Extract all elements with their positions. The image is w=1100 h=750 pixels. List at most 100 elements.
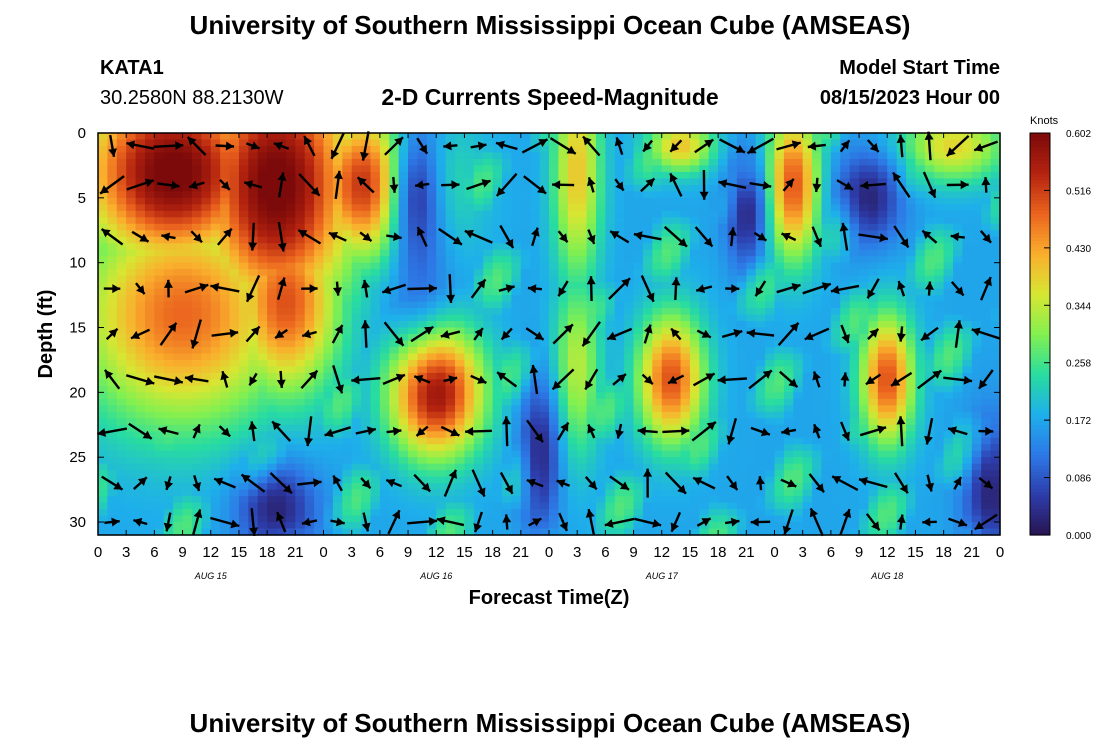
heatmap-cell: [295, 411, 306, 419]
heatmap-cell: [314, 184, 325, 192]
heatmap-cell: [436, 457, 447, 465]
heatmap-cell: [746, 509, 757, 517]
heatmap-cell: [746, 295, 757, 303]
heatmap-cell: [821, 528, 832, 536]
heatmap-cell: [671, 431, 682, 439]
heatmap-cell: [605, 463, 616, 471]
heatmap-cell: [614, 334, 625, 342]
heatmap-cell: [210, 321, 221, 329]
heatmap-cell: [314, 295, 325, 303]
heatmap-cell: [708, 243, 719, 251]
heatmap-cell: [558, 509, 569, 517]
heatmap-cell: [830, 314, 841, 322]
heatmap-cell: [558, 210, 569, 218]
heatmap-cell: [182, 476, 193, 484]
heatmap-cell: [520, 295, 531, 303]
heatmap-cell: [201, 165, 212, 173]
heatmap-cell: [577, 314, 588, 322]
heatmap-cell: [370, 288, 381, 296]
heatmap-cell: [455, 184, 466, 192]
heatmap-cell: [464, 158, 475, 167]
heatmap-cell: [323, 359, 334, 368]
heatmap-cell: [699, 528, 710, 536]
heatmap-cell: [154, 418, 165, 426]
heatmap-cell: [549, 522, 559, 530]
heatmap-cell: [718, 515, 729, 523]
heatmap-cell: [238, 502, 249, 510]
heatmap-cell: [173, 262, 184, 270]
heatmap-cell: [238, 457, 249, 465]
heatmap-cell: [755, 457, 766, 465]
heatmap-cell: [248, 372, 259, 380]
heatmap-cell: [464, 398, 475, 406]
heatmap-cell: [812, 158, 823, 167]
heatmap-cell: [379, 230, 390, 238]
heatmap-cell: [483, 405, 494, 413]
heatmap-cell: [830, 139, 841, 147]
heatmap-cell: [633, 476, 644, 484]
heatmap-cell: [361, 424, 372, 432]
heatmap-cell: [379, 470, 390, 478]
heatmap-cell: [107, 502, 118, 510]
heatmap-cell: [314, 262, 325, 270]
heatmap-cell: [445, 321, 456, 329]
heatmap-cell: [774, 139, 785, 147]
heatmap-cell: [577, 301, 588, 309]
heatmap-cell: [285, 204, 296, 212]
heatmap-cell: [595, 366, 606, 374]
heatmap-cell: [285, 256, 296, 264]
heatmap-cell: [774, 515, 785, 523]
heatmap-cell: [408, 515, 419, 523]
heatmap-cell: [455, 463, 466, 471]
heatmap-cell: [445, 308, 456, 316]
heatmap-cell: [398, 314, 409, 322]
heatmap-cell: [539, 392, 550, 400]
heatmap-cell: [483, 165, 494, 173]
heatmap-cell: [436, 158, 447, 167]
heatmap-cell: [840, 282, 851, 290]
heatmap-cell: [107, 496, 118, 504]
heatmap-cell: [295, 197, 306, 205]
heatmap-cell: [257, 249, 268, 257]
heatmap-cell: [661, 204, 672, 212]
heatmap-cell: [624, 158, 635, 167]
heatmap-cell: [718, 444, 729, 452]
heatmap-cell: [492, 314, 503, 322]
heatmap-cell: [727, 470, 738, 478]
heatmap-cell: [586, 463, 597, 471]
heatmap-cell: [285, 398, 296, 406]
heatmap-cell: [530, 424, 541, 432]
heatmap-cell: [549, 152, 559, 160]
heatmap-cell: [502, 385, 513, 393]
heatmap-cell: [126, 353, 137, 361]
heatmap-cell: [746, 450, 757, 458]
heatmap-cell: [154, 450, 165, 458]
heatmap-cell: [473, 405, 484, 413]
heatmap-cell: [398, 217, 409, 225]
heatmap-cell: [389, 295, 400, 303]
heatmap-cell: [549, 230, 559, 238]
heatmap-cell: [135, 171, 146, 179]
heatmap-cell: [248, 145, 259, 154]
heatmap-cell: [633, 359, 644, 368]
heatmap-cell: [201, 398, 212, 406]
heatmap-cell: [379, 327, 390, 335]
heatmap-cell: [351, 463, 362, 471]
heatmap-cell: [323, 385, 334, 393]
heatmap-cell: [342, 327, 353, 335]
heatmap-cell: [210, 308, 221, 316]
heatmap-cell: [257, 321, 268, 329]
heatmap-cell: [398, 476, 409, 484]
heatmap-cell: [783, 288, 794, 296]
heatmap-cell: [652, 133, 663, 141]
heatmap-cell: [539, 152, 550, 160]
heatmap-cell: [765, 145, 776, 154]
heatmap-cell: [379, 308, 390, 316]
heatmap-cell: [652, 528, 663, 536]
heatmap-cell: [840, 191, 851, 199]
heatmap-cell: [680, 152, 691, 160]
heatmap-cell: [173, 191, 184, 199]
heatmap-cell: [567, 275, 578, 283]
heatmap-cell: [511, 204, 522, 212]
heatmap-cell: [642, 139, 653, 147]
